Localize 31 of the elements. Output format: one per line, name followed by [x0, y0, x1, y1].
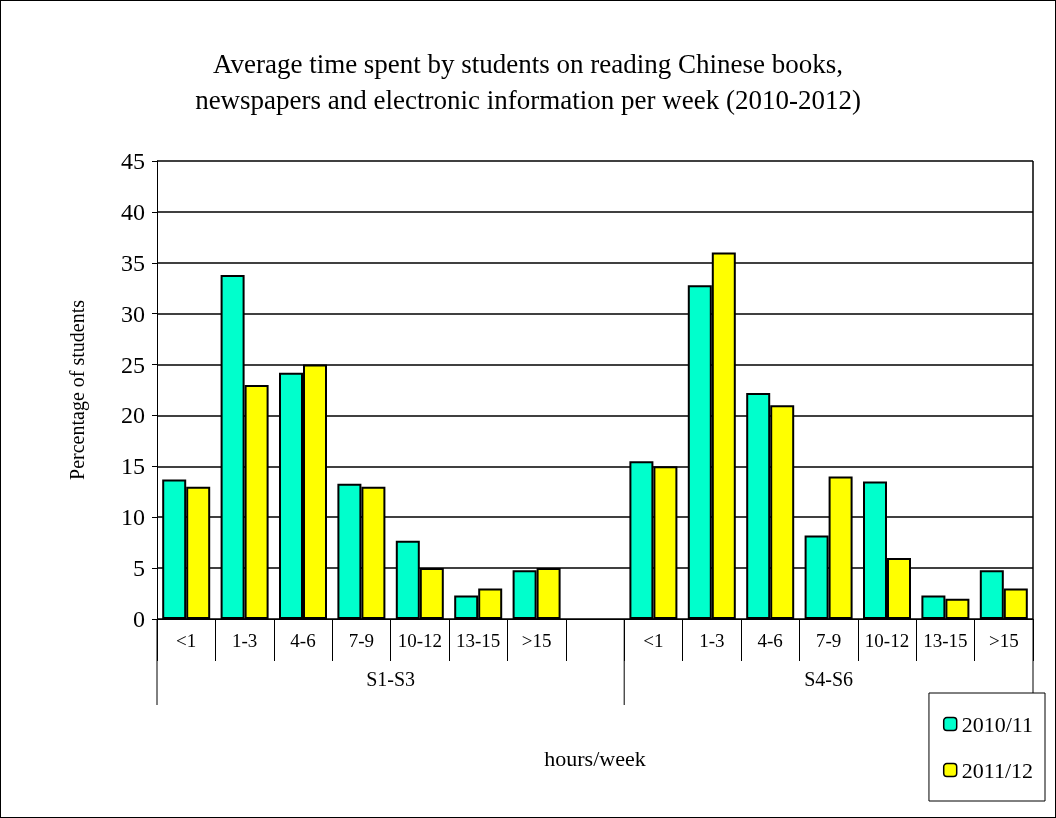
x-tick-label: 7-9 — [815, 630, 842, 651]
x-tick-label: <1 — [643, 630, 664, 651]
y-tick-label: 5 — [133, 555, 145, 582]
text: S4-S6 — [804, 668, 854, 690]
text: S1-S3 — [366, 668, 416, 690]
x-tick-label: 7-9 — [348, 630, 375, 651]
legend-label: 2010/11 — [961, 711, 1033, 737]
x-tick-label: 10-12 — [397, 630, 442, 651]
y-tick-label: 45 — [121, 148, 145, 174]
x-tick-label: 13-15 — [923, 630, 968, 651]
chart-title: Average time spent by students on reading Chinese books, newspapers and electronic information per week (2010-2012) — [195, 49, 861, 115]
y-tick-label: 0 — [133, 606, 145, 632]
x-tick-label: <1 — [176, 630, 197, 651]
x-tick-label: 4-6 — [290, 630, 316, 651]
x-tick-label: >15 — [521, 630, 552, 651]
y-tick-label: 25 — [121, 351, 145, 378]
x-tick-label: 13-15 — [456, 630, 501, 651]
x-tick-label: 10-12 — [864, 630, 910, 651]
y-tick-label: 30 — [121, 300, 145, 327]
x-tick-label: 1-3 — [231, 630, 258, 651]
y-tick-label: 20 — [121, 402, 145, 429]
legend-label: 2011/12 — [961, 757, 1033, 783]
y-axis-title: Percentage of students — [66, 299, 89, 480]
x-tick-label: >15 — [988, 630, 1019, 651]
x-axis-title: hours/week — [544, 745, 646, 771]
y-tick-label: 35 — [121, 249, 145, 276]
x-tick-label: 1-3 — [699, 630, 725, 651]
x-tick-label: 4-6 — [757, 630, 783, 651]
y-tick-label: 40 — [121, 198, 145, 225]
y-tick-label: 15 — [121, 453, 145, 480]
y-tick-label: 10 — [121, 504, 145, 531]
